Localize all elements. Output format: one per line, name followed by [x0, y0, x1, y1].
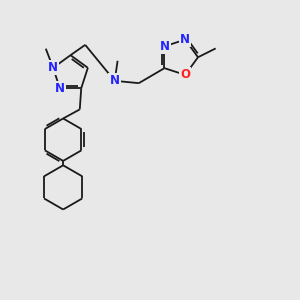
Text: N: N [55, 82, 65, 95]
Text: N: N [110, 74, 120, 87]
Text: N: N [48, 61, 58, 74]
Text: N: N [180, 33, 190, 46]
Text: O: O [180, 68, 190, 81]
Text: N: N [159, 40, 170, 53]
